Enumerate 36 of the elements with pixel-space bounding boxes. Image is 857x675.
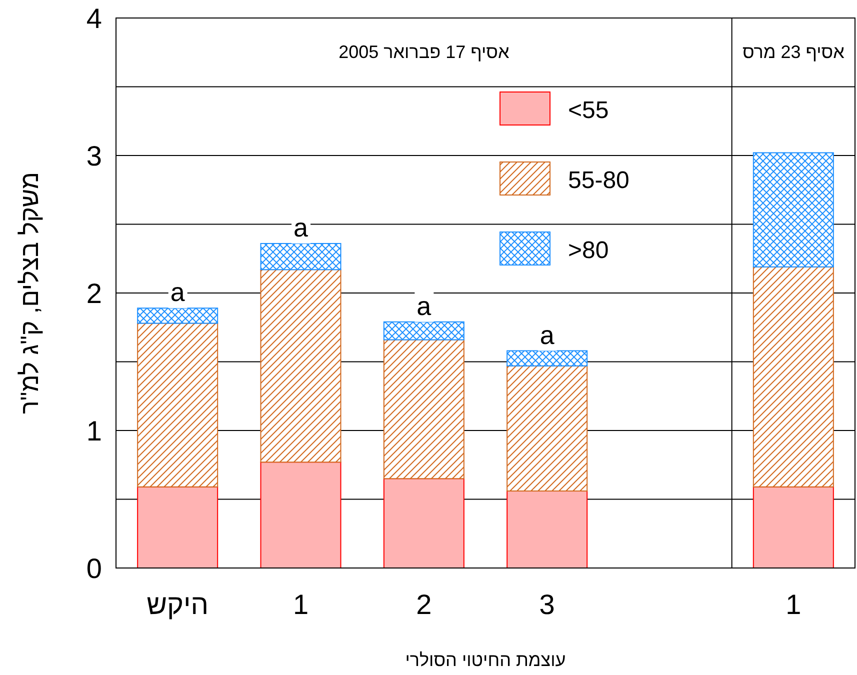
bar: [506, 350, 588, 366]
bar: [383, 339, 464, 480]
annotation: a: [416, 290, 432, 321]
bar: [260, 462, 342, 568]
bar: [752, 266, 834, 488]
x-tick-label: היקש: [146, 589, 209, 620]
x-axis-title: עוצמת החיטוי הסולרי: [405, 650, 566, 670]
legend-label: >80: [568, 237, 609, 264]
legend-label: 55-80: [568, 167, 630, 194]
x-tick-label: 1: [786, 589, 802, 620]
x-tick-label: 3: [539, 589, 555, 620]
y-tick-label: 0: [86, 553, 102, 584]
bar: [752, 152, 834, 268]
annotation: a: [294, 212, 309, 242]
x-tick-label: 1: [292, 589, 309, 620]
legend-label: <55: [568, 97, 609, 124]
annotation: a: [540, 320, 555, 350]
bar: [506, 365, 588, 492]
bar: [260, 243, 342, 270]
bar: [137, 486, 218, 568]
y-tick-label: 2: [86, 278, 102, 309]
bar: [506, 490, 588, 568]
bar: [383, 478, 464, 568]
bar: [260, 269, 342, 463]
y-axis-title: משקל בצלים, ק"ג למ"ר: [16, 172, 44, 414]
annotation: אסיף 17 פברואר 2005: [338, 42, 510, 62]
x-tick-label: 2: [416, 589, 432, 620]
y-tick-label: 3: [86, 140, 102, 172]
bar: [383, 321, 464, 340]
y-tick-label: 1: [86, 416, 102, 446]
annotation: אסיף 23 מרס: [742, 42, 846, 62]
annotation: a: [170, 277, 186, 308]
y-tick-label: 4: [86, 3, 102, 34]
bar: [137, 308, 218, 324]
bar: [752, 486, 834, 568]
bar: [137, 322, 218, 488]
